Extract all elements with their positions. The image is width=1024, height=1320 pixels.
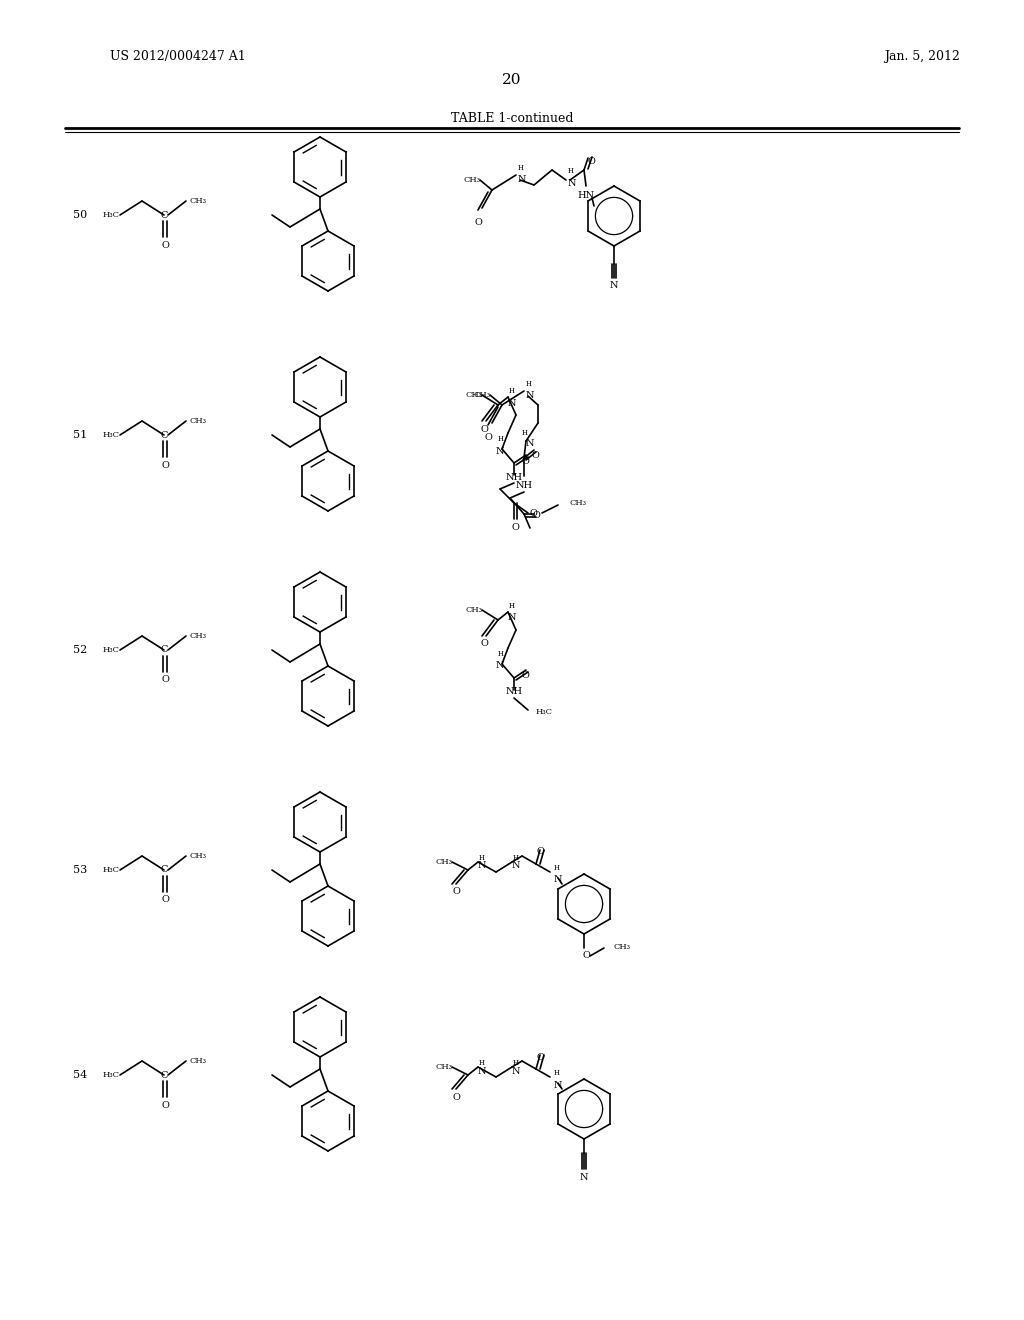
Text: H₃C: H₃C xyxy=(103,432,120,440)
Text: N: N xyxy=(508,614,516,623)
Text: TABLE 1-continued: TABLE 1-continued xyxy=(451,112,573,125)
Text: CH₃: CH₃ xyxy=(190,632,207,640)
Text: CH₃: CH₃ xyxy=(190,851,207,861)
Text: O: O xyxy=(480,425,488,433)
Text: H₃C: H₃C xyxy=(536,708,553,715)
Text: CH₃: CH₃ xyxy=(465,391,482,399)
Text: NH: NH xyxy=(506,473,522,482)
Text: CH₃: CH₃ xyxy=(190,417,207,425)
Text: CH₃: CH₃ xyxy=(473,391,490,399)
Text: H: H xyxy=(526,380,532,388)
Text: CH₃: CH₃ xyxy=(614,942,631,950)
Text: N: N xyxy=(609,281,618,290)
Text: O: O xyxy=(484,433,492,442)
Text: N: N xyxy=(568,178,577,187)
Text: CH₃: CH₃ xyxy=(190,197,207,205)
Text: 54: 54 xyxy=(73,1071,87,1080)
Text: HN: HN xyxy=(578,191,595,201)
Text: H: H xyxy=(513,1059,519,1067)
Text: O: O xyxy=(532,451,540,461)
Text: O: O xyxy=(161,240,169,249)
Text: O: O xyxy=(161,1101,169,1110)
Text: N: N xyxy=(512,862,520,870)
Text: C: C xyxy=(161,430,168,440)
Text: H: H xyxy=(568,168,574,176)
Text: CH₃: CH₃ xyxy=(190,1057,207,1065)
Text: N: N xyxy=(526,392,535,400)
Text: N: N xyxy=(525,438,534,447)
Text: O: O xyxy=(474,218,482,227)
Text: CH₃: CH₃ xyxy=(435,1063,452,1071)
Text: CH₃: CH₃ xyxy=(465,606,482,614)
Text: H: H xyxy=(479,1059,485,1067)
Text: H: H xyxy=(554,1069,560,1077)
Text: CH₃: CH₃ xyxy=(435,858,452,866)
Text: N: N xyxy=(580,1172,588,1181)
Text: O: O xyxy=(588,157,596,166)
Text: N: N xyxy=(508,399,516,408)
Text: O: O xyxy=(582,952,590,961)
Text: O: O xyxy=(161,895,169,904)
Text: CH₃: CH₃ xyxy=(463,176,480,183)
Text: US 2012/0004247 A1: US 2012/0004247 A1 xyxy=(110,50,246,63)
Text: H: H xyxy=(498,436,504,444)
Text: O: O xyxy=(161,461,169,470)
Text: N: N xyxy=(554,1081,562,1089)
Text: C: C xyxy=(161,866,168,874)
Text: C: C xyxy=(161,1071,168,1080)
Text: H₃C: H₃C xyxy=(103,1071,120,1078)
Text: N: N xyxy=(478,1067,486,1076)
Text: O: O xyxy=(536,847,544,857)
Text: N: N xyxy=(512,1067,520,1076)
Text: H₃C: H₃C xyxy=(103,211,120,219)
Text: H₃C: H₃C xyxy=(103,645,120,653)
Text: H: H xyxy=(522,429,528,437)
Text: O: O xyxy=(532,511,540,520)
Text: N: N xyxy=(496,446,504,455)
Text: 50: 50 xyxy=(73,210,87,220)
Text: N: N xyxy=(554,875,562,884)
Text: H: H xyxy=(518,164,524,172)
Text: N: N xyxy=(478,862,486,870)
Text: H: H xyxy=(554,865,560,873)
Text: 20: 20 xyxy=(502,73,522,87)
Text: NH: NH xyxy=(515,482,532,491)
Text: 52: 52 xyxy=(73,645,87,655)
Text: CH₃: CH₃ xyxy=(570,499,587,507)
Text: N: N xyxy=(518,176,526,185)
Text: 53: 53 xyxy=(73,865,87,875)
Text: C: C xyxy=(161,645,168,655)
Text: O: O xyxy=(511,523,519,532)
Text: N: N xyxy=(496,661,504,671)
Text: H₃C: H₃C xyxy=(103,866,120,874)
Text: H: H xyxy=(509,602,515,610)
Text: NH: NH xyxy=(506,688,522,697)
Text: O: O xyxy=(161,676,169,685)
Text: O: O xyxy=(452,887,460,896)
Text: 51: 51 xyxy=(73,430,87,440)
Text: O: O xyxy=(522,672,529,681)
Text: Jan. 5, 2012: Jan. 5, 2012 xyxy=(884,50,961,63)
Text: H: H xyxy=(498,649,504,657)
Text: O: O xyxy=(452,1093,460,1101)
Text: C: C xyxy=(161,210,168,219)
Text: O: O xyxy=(536,1052,544,1061)
Text: O: O xyxy=(530,510,538,519)
Text: H: H xyxy=(513,854,519,862)
Text: O: O xyxy=(522,457,529,466)
Text: H: H xyxy=(509,387,515,395)
Text: O: O xyxy=(480,639,488,648)
Text: H: H xyxy=(479,854,485,862)
